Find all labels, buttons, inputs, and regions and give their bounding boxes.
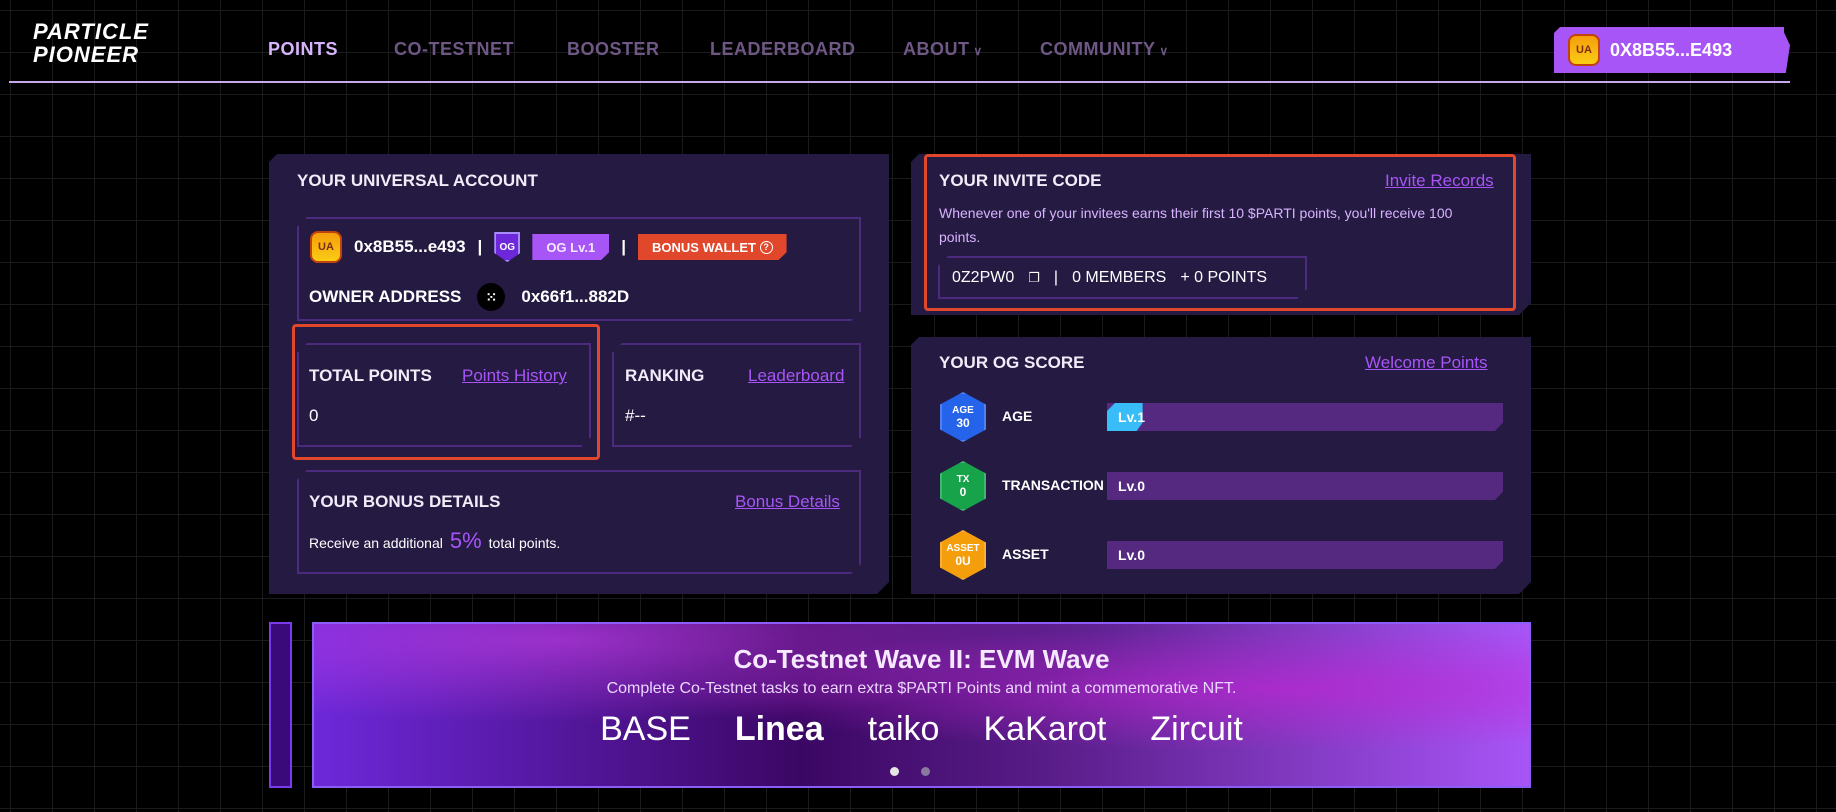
og-row-label: TRANSACTION [1002,477,1104,493]
nav-leaderboard[interactable]: LEADERBOARD [710,39,856,59]
bonus-details-link[interactable]: Bonus Details [735,492,840,511]
bonus-wallet-button[interactable]: BONUS WALLET ? [638,234,787,260]
badge-top: AGE [952,404,974,416]
invite-code-box: 0Z2PW0 ❐ | 0 MEMBERS + 0 POINTS [938,256,1307,299]
base-logo: BASE [600,710,691,748]
og-level: Lv.0 [1118,547,1145,563]
og-level-badge: OG Lv.1 [532,234,609,260]
invite-records-link[interactable]: Invite Records [1385,171,1494,190]
bonus-card [297,470,861,574]
badge-top: ASSET [946,542,980,554]
badge-bottom: 30 [956,415,970,430]
age-badge-icon: AGE 30 [940,392,986,442]
okx-icon: ⁙ [477,283,506,311]
help-icon: ? [760,241,773,254]
total-points-label: TOTAL POINTS [309,366,432,385]
total-points-value: 0 [309,406,319,425]
separator: | [621,237,626,256]
invite-highlight [924,154,1516,311]
transaction-badge-icon: TX 0 [940,461,986,511]
wallet-button[interactable]: UA 0X8B55...E493 [1554,27,1784,73]
nav-about-label: ABOUT [903,39,970,59]
og-shield-icon: OG [494,232,521,262]
bonus-percent: 5% [449,528,482,553]
ua-icon: UA [1568,34,1600,66]
invite-description: Whenever one of your invitees earns thei… [939,205,1453,245]
co-testnet-banner[interactable]: Co-Testnet Wave II: EVM Wave Complete Co… [312,622,1531,788]
logo-line1: PARTICLE [33,19,149,44]
banner-title: Co-Testnet Wave II: EVM Wave [733,644,1110,674]
account-address: 0x8B55...e493 [354,237,466,256]
account-box [297,217,861,321]
og-level: Lv.1 [1118,409,1145,425]
universal-account-title: YOUR UNIVERSAL ACCOUNT [297,171,538,190]
logo-line2: PIONEER [33,42,140,67]
partner-logos: BASE Linea taiko KaKarot Zircuit [314,710,1529,749]
nav-community-label: COMMUNITY [1040,39,1156,59]
invite-title: YOUR INVITE CODE [939,171,1102,190]
nav-about[interactable]: ABOUT ∨ [903,39,983,60]
bonus-title: YOUR BONUS DETAILS [309,492,501,511]
invite-code: 0Z2PW0 [952,268,1015,286]
og-progress-bar: Lv.0 [1107,472,1503,500]
nav-community[interactable]: COMMUNITY ∨ [1040,39,1169,60]
og-progress-bar: Lv.1 [1107,403,1503,431]
ranking-value: #-- [625,406,646,425]
nav-co-testnet[interactable]: CO-TESTNET [394,39,514,59]
total-points-card [297,343,591,447]
invite-panel [911,154,1531,315]
logo[interactable]: PARTICLE PIONEER [33,20,149,66]
og-progress-fill [1107,403,1143,431]
bonus-text: Receive an additional [309,535,443,551]
nav-divider [9,81,1790,83]
linea-logo: Linea [734,710,824,748]
nav-booster[interactable]: BOOSTER [567,39,660,59]
carousel-dot-1[interactable] [890,767,899,776]
copy-icon[interactable]: ❐ [1028,269,1040,285]
welcome-points-link[interactable]: Welcome Points [1365,353,1488,372]
ranking-label: RANKING [625,366,705,385]
chevron-down-icon: ∨ [1155,44,1169,58]
invite-points: + 0 POINTS [1180,268,1268,286]
wallet-address: 0X8B55...E493 [1610,39,1733,60]
og-row-label: AGE [1002,408,1033,424]
og-progress-bar: Lv.0 [1107,541,1503,569]
taiko-logo: taiko [867,710,940,748]
separator: | [1053,268,1059,286]
banner-prev-slide[interactable] [269,622,292,788]
badge-top: TX [956,473,970,485]
leaderboard-link[interactable]: Leaderboard [748,366,845,385]
badge-bottom: 0U [955,553,971,568]
carousel-dot-2[interactable] [921,767,930,776]
bonus-wallet-label: BONUS WALLET [651,239,756,255]
bonus-text-after: total points. [488,535,561,551]
owner-address: 0x66f1...882D [521,287,630,306]
badge-bottom: 0 [959,484,967,499]
total-points-highlight [292,324,600,460]
separator: | [477,237,483,256]
points-history-link[interactable]: Points History [462,366,567,385]
og-score-title: YOUR OG SCORE [939,353,1085,372]
owner-address-label: OWNER ADDRESS [309,287,462,306]
zircuit-logo: Zircuit [1150,710,1243,748]
ranking-card [612,343,861,447]
universal-account-panel [269,154,889,594]
banner-subtitle: Complete Co-Testnet tasks to earn extra … [606,680,1237,697]
og-level: Lv.0 [1118,478,1145,494]
nav-points[interactable]: POINTS [268,39,339,59]
chevron-down-icon: ∨ [969,44,983,58]
ua-icon: UA [310,231,342,263]
invite-members: 0 MEMBERS [1072,268,1167,286]
kakarot-logo: KaKarot [983,710,1107,748]
og-row-label: ASSET [1002,546,1049,562]
